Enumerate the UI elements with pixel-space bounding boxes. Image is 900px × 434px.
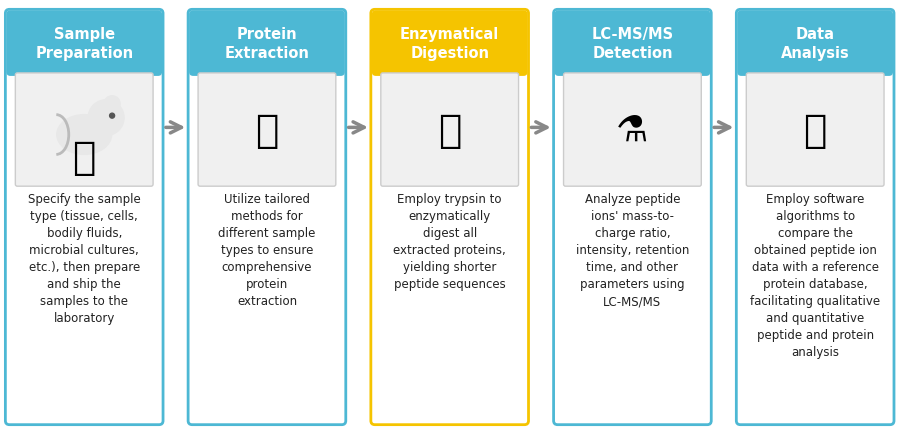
FancyBboxPatch shape — [371, 10, 528, 425]
Circle shape — [104, 96, 120, 112]
Circle shape — [88, 101, 124, 136]
FancyBboxPatch shape — [737, 11, 893, 77]
FancyBboxPatch shape — [746, 74, 884, 187]
Text: Sample
Preparation: Sample Preparation — [35, 27, 133, 61]
Ellipse shape — [57, 115, 112, 155]
FancyBboxPatch shape — [6, 11, 162, 77]
Text: ⚗️: ⚗️ — [616, 113, 649, 147]
FancyBboxPatch shape — [372, 11, 527, 77]
FancyBboxPatch shape — [15, 74, 153, 187]
FancyBboxPatch shape — [554, 10, 711, 425]
Text: Utilize tailored
methods for
different sample
types to ensure
comprehensive
prot: Utilize tailored methods for different s… — [219, 193, 316, 307]
FancyBboxPatch shape — [554, 11, 710, 77]
Text: Protein
Extraction: Protein Extraction — [224, 27, 310, 61]
FancyBboxPatch shape — [381, 74, 518, 187]
Text: 🔬: 🔬 — [256, 111, 279, 149]
Circle shape — [110, 114, 114, 119]
Text: Employ trypsin to
enzymatically
digest all
extracted proteins,
yielding shorter
: Employ trypsin to enzymatically digest a… — [393, 193, 506, 290]
Text: Specify the sample
type (tissue, cells,
bodily fluids,
microbial cultures,
etc.): Specify the sample type (tissue, cells, … — [28, 193, 140, 324]
FancyBboxPatch shape — [736, 10, 894, 425]
Text: LC-MS/MS
Detection: LC-MS/MS Detection — [591, 27, 673, 61]
FancyBboxPatch shape — [188, 10, 346, 425]
FancyBboxPatch shape — [5, 10, 163, 425]
Text: Enzymatical
Digestion: Enzymatical Digestion — [400, 27, 500, 61]
FancyBboxPatch shape — [563, 74, 701, 187]
Text: Employ software
algorithms to
compare the
obtained peptide ion
data with a refer: Employ software algorithms to compare th… — [750, 193, 880, 358]
Text: 📊: 📊 — [804, 111, 827, 149]
Text: 🧬: 🧬 — [438, 111, 462, 149]
Text: Data
Analysis: Data Analysis — [781, 27, 850, 61]
FancyBboxPatch shape — [198, 74, 336, 187]
Text: Analyze peptide
ions' mass-to-
charge ratio,
intensity, retention
time, and othe: Analyze peptide ions' mass-to- charge ra… — [576, 193, 689, 307]
Text: 🐁: 🐁 — [73, 139, 96, 177]
FancyBboxPatch shape — [189, 11, 345, 77]
